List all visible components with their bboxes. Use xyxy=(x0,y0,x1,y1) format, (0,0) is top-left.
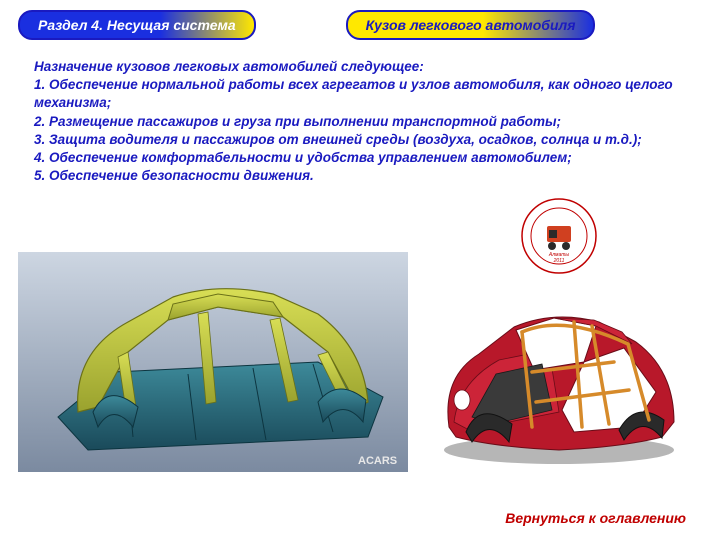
return-link[interactable]: Вернуться к оглавлению xyxy=(505,510,686,526)
header-row: Раздел 4. Несущая система Кузов легковог… xyxy=(0,0,720,40)
item-1: 1. Обеспечение нормальной работы всех аг… xyxy=(34,76,686,112)
right-column: Алматы 2011 xyxy=(416,196,702,472)
author-seal: Алматы 2011 xyxy=(519,196,599,276)
item-2: 2. Размещение пассажиров и груза при вып… xyxy=(34,113,686,131)
svg-text:2011: 2011 xyxy=(553,258,565,264)
section-pill: Раздел 4. Несущая система xyxy=(18,10,256,40)
car-body-frame-image xyxy=(424,282,694,472)
watermark: ACARS xyxy=(358,455,397,467)
car-body-cad-image: ACARS xyxy=(18,252,408,472)
item-3: 3. Защита водителя и пассажиров от внешн… xyxy=(34,131,686,149)
topic-pill: Кузов легкового автомобиля xyxy=(346,10,596,40)
intro-line: Назначение кузовов легковых автомобилей … xyxy=(34,58,686,76)
images-row: ACARS Алматы 2011 xyxy=(0,192,720,472)
body-text: Назначение кузовов легковых автомобилей … xyxy=(0,40,720,192)
item-4: 4. Обеспечение комфортабельности и удобс… xyxy=(34,149,686,167)
item-5: 5. Обеспечение безопасности движения. xyxy=(34,167,686,185)
